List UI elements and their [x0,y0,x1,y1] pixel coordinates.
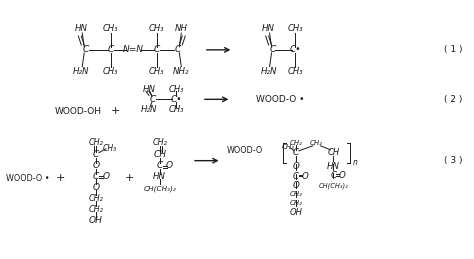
Text: O: O [339,171,346,180]
Text: O: O [301,172,308,181]
Text: CH₃: CH₃ [103,24,118,33]
Text: CH₂: CH₂ [309,140,322,146]
Text: CH₂: CH₂ [89,205,103,214]
Text: CH₂: CH₂ [290,191,302,197]
Text: CH₃: CH₃ [149,24,164,33]
Text: OH: OH [290,208,302,217]
Text: CH₃: CH₃ [103,67,118,76]
Text: CH₂: CH₂ [290,200,302,206]
Text: CH₂: CH₂ [152,138,167,147]
Text: CH₃: CH₃ [169,85,184,94]
Text: CH₃: CH₃ [282,144,295,150]
Text: HN: HN [327,162,340,171]
Text: O: O [92,161,100,170]
Text: ( 3 ): ( 3 ) [444,156,462,165]
Text: +: + [111,106,120,116]
Text: NH₂: NH₂ [173,67,190,76]
Text: C•: C• [289,45,301,54]
Text: C: C [174,45,181,54]
Text: +: + [125,174,134,183]
Text: C: C [330,171,337,180]
Text: O: O [92,183,100,192]
Text: CH(CH₃)₂: CH(CH₃)₂ [143,185,176,192]
Text: ( 1 ): ( 1 ) [444,45,462,54]
Text: HN: HN [143,85,155,94]
Text: C: C [293,172,299,181]
Text: C: C [83,45,89,54]
Text: ( 2 ): ( 2 ) [444,95,462,104]
Text: HN: HN [75,24,88,33]
Text: HN: HN [153,172,166,181]
Text: WOOD-O •: WOOD-O • [6,174,49,183]
Text: CH(CH₃)₂: CH(CH₃)₂ [319,182,348,189]
Text: WOOD-O •: WOOD-O • [256,95,305,104]
Text: O: O [166,161,173,170]
Text: C: C [150,95,156,104]
Text: CH₂: CH₂ [89,194,103,203]
Text: C: C [293,148,299,157]
Text: C: C [269,45,276,54]
Text: CH: CH [327,148,339,157]
Text: n: n [353,158,357,167]
Text: CH₃: CH₃ [169,105,184,114]
Text: O: O [292,181,300,190]
Text: CH: CH [153,150,166,159]
Text: H₂N: H₂N [73,67,90,76]
Text: N=N: N=N [123,45,144,54]
Text: CH₃: CH₃ [103,144,117,153]
Text: C: C [156,161,163,170]
Text: CH₂: CH₂ [89,138,103,147]
Text: NH: NH [175,24,188,33]
Text: C: C [154,45,160,54]
Text: CH₂: CH₂ [290,140,302,146]
Text: CH₃: CH₃ [287,24,303,33]
Text: +: + [56,174,65,183]
Text: O: O [292,162,300,171]
Text: O: O [102,172,109,181]
Text: C: C [93,150,99,159]
Text: C: C [108,45,114,54]
Text: CH₃: CH₃ [287,67,303,76]
Text: CH₃: CH₃ [149,67,164,76]
Text: H₂N: H₂N [141,105,157,114]
Text: WOOD-OH: WOOD-OH [55,107,102,116]
Text: HN: HN [262,24,275,33]
Text: OH: OH [89,215,103,225]
Text: C•: C• [171,95,182,104]
Text: H₂N: H₂N [260,67,277,76]
Text: WOOD-O: WOOD-O [227,146,263,155]
Text: C: C [93,172,99,181]
